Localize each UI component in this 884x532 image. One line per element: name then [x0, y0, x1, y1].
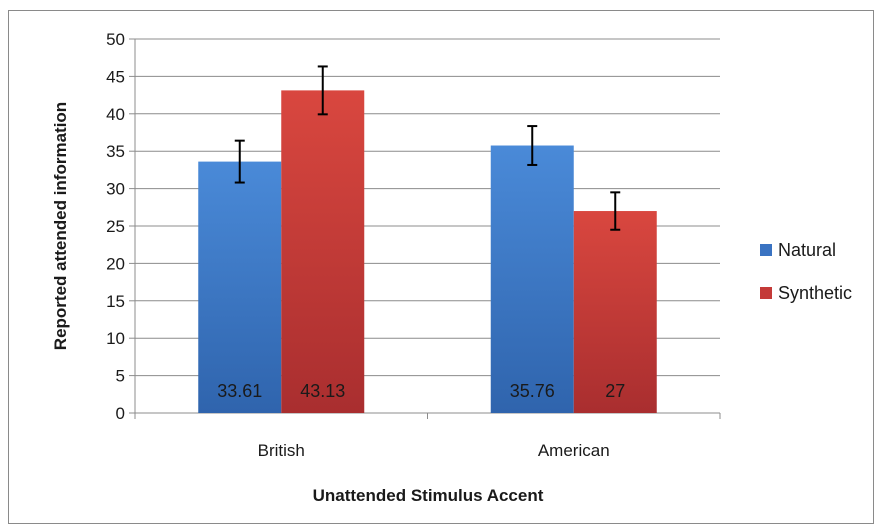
data-labels: 33.61 43.13 35.76 27	[217, 381, 625, 401]
legend-label-synthetic: Synthetic	[778, 283, 852, 303]
y-tick-label: 40	[106, 105, 125, 124]
y-tick-label: 15	[106, 292, 125, 311]
y-axis-title: Reported attended information	[51, 102, 70, 350]
bars	[198, 90, 657, 413]
bar-synthetic-american	[573, 211, 657, 413]
x-axis-title: Unattended Stimulus Accent	[313, 486, 544, 505]
y-tick-label: 35	[106, 142, 125, 161]
data-label: 35.76	[510, 381, 555, 401]
data-label: 27	[605, 381, 625, 401]
y-tick-label: 30	[106, 180, 125, 199]
y-tick-label: 25	[106, 217, 125, 236]
chart-frame	[8, 10, 874, 524]
x-tick-label: American	[538, 441, 610, 460]
y-tick-label: 50	[106, 30, 125, 49]
data-label: 43.13	[300, 381, 345, 401]
y-tick-label: 5	[116, 367, 125, 386]
bar-natural-british	[198, 161, 282, 413]
legend-swatch-natural	[760, 244, 772, 256]
legend-swatch-synthetic	[760, 287, 772, 299]
bar-synthetic-british	[281, 90, 365, 413]
bar-natural-american	[490, 145, 574, 413]
y-tick-label: 0	[116, 404, 125, 423]
error-bars	[234, 65, 621, 231]
y-tick-label: 45	[106, 67, 125, 86]
x-tick-label: British	[258, 441, 305, 460]
legend-label-natural: Natural	[778, 240, 836, 260]
data-label: 33.61	[217, 381, 262, 401]
legend: Natural Synthetic	[760, 240, 852, 303]
axes: 0 5 10 15 20 25 30 35 40 45 50 British American	[106, 30, 721, 460]
y-tick-label: 20	[106, 254, 125, 273]
y-tick-label: 10	[106, 329, 125, 348]
